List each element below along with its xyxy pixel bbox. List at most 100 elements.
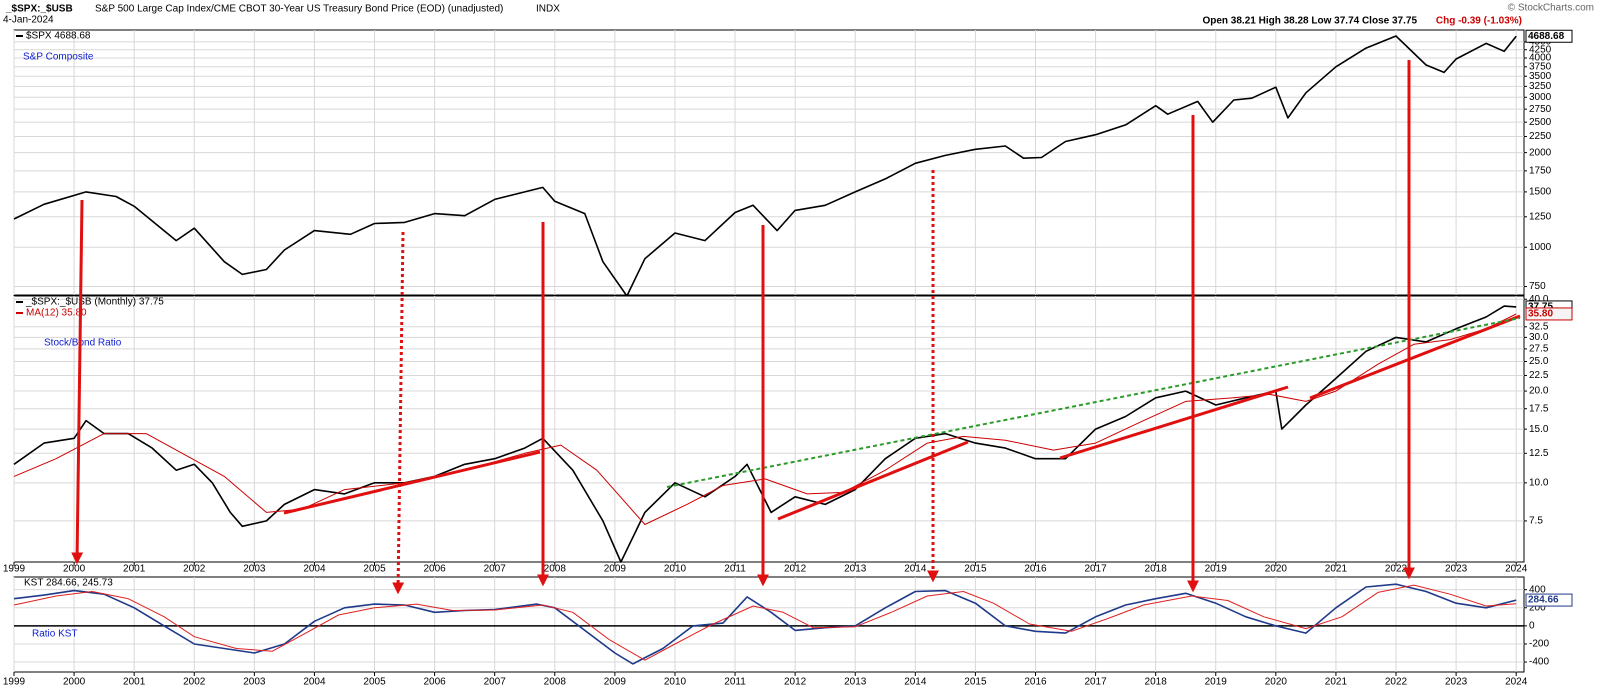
panel-frame bbox=[13, 576, 1525, 673]
x-tick-label: 2012 bbox=[784, 564, 807, 575]
x-tick-label: 2018 bbox=[1145, 677, 1168, 688]
legend-label: $SPX 4688.68 bbox=[26, 31, 91, 42]
header-change: Chg -0.39 (-1.03%) bbox=[1436, 16, 1522, 27]
y-tick-label: 2000 bbox=[1529, 147, 1552, 158]
y-tick-label: 3750 bbox=[1529, 61, 1552, 72]
x-tick-label: 2007 bbox=[484, 564, 507, 575]
x-tick-label: 2012 bbox=[784, 677, 807, 688]
x-tick-label: 1999 bbox=[3, 564, 26, 575]
series-line bbox=[13, 583, 1517, 665]
header-date: 4-Jan-2024 bbox=[3, 15, 54, 26]
series-line bbox=[13, 305, 1517, 563]
x-tick-label: 2003 bbox=[243, 564, 266, 575]
x-tick-label: 2008 bbox=[544, 677, 567, 688]
header-credit: © StockCharts.com bbox=[1508, 3, 1594, 14]
x-tick-label: 2007 bbox=[484, 677, 507, 688]
x-tick-label: 2014 bbox=[904, 564, 927, 575]
y-tick-label: 1500 bbox=[1529, 187, 1552, 198]
x-tick-label: 2005 bbox=[363, 677, 386, 688]
x-tick-label: 2015 bbox=[964, 564, 987, 575]
y-tick-label: 400 bbox=[1529, 584, 1546, 595]
y-tick-label: 12.5 bbox=[1529, 448, 1549, 459]
y-tick-label: -400 bbox=[1529, 657, 1549, 668]
y-tick-label: 750 bbox=[1529, 281, 1546, 292]
x-tick-label: 2001 bbox=[123, 677, 146, 688]
series-line bbox=[13, 584, 1517, 661]
y-tick-label: 7.5 bbox=[1529, 516, 1543, 527]
y-tick-label: 4250 bbox=[1529, 44, 1552, 55]
last-value-box bbox=[1525, 307, 1573, 321]
y-tick-label: 2750 bbox=[1529, 104, 1552, 115]
y-tick-label: 1000 bbox=[1529, 242, 1552, 253]
panel-frame bbox=[13, 29, 1525, 296]
x-tick-label: 2018 bbox=[1145, 564, 1168, 575]
header-symbol: _$SPX:_$USB bbox=[5, 4, 73, 15]
x-tick-label: 2019 bbox=[1205, 677, 1228, 688]
x-tick-label: 2016 bbox=[1024, 677, 1047, 688]
x-tick-label: 2002 bbox=[183, 564, 206, 575]
y-tick-label: -200 bbox=[1529, 639, 1549, 650]
x-tick-label: 2023 bbox=[1445, 677, 1468, 688]
x-tick-label: 2005 bbox=[363, 564, 386, 575]
x-tick-label: 2017 bbox=[1084, 677, 1107, 688]
x-tick-label: 2004 bbox=[303, 677, 326, 688]
x-tick-label: 2008 bbox=[544, 564, 567, 575]
x-tick-label: 2011 bbox=[724, 564, 746, 575]
y-tick-label: 200 bbox=[1529, 602, 1546, 613]
x-tick-label: 2010 bbox=[664, 677, 687, 688]
x-tick-label: 2021 bbox=[1325, 564, 1348, 575]
trend-line bbox=[1309, 314, 1521, 400]
x-tick-label: 2021 bbox=[1325, 677, 1348, 688]
last-value-box bbox=[1525, 29, 1573, 43]
y-tick-label: 0 bbox=[1529, 620, 1535, 631]
y-tick-label: 32.5 bbox=[1529, 321, 1549, 332]
x-tick-label: 2011 bbox=[724, 677, 746, 688]
last-value-label: 37.75 bbox=[1528, 302, 1553, 313]
x-tick-label: 2006 bbox=[423, 564, 446, 575]
y-tick-label: 4000 bbox=[1529, 53, 1552, 64]
last-value-label: 284.66 bbox=[1528, 595, 1559, 606]
x-tick-label: 2015 bbox=[964, 677, 987, 688]
x-tick-label: 2000 bbox=[63, 564, 86, 575]
last-value-box bbox=[1525, 593, 1573, 607]
annotations bbox=[71, 60, 1521, 595]
x-tick-label: 2020 bbox=[1265, 677, 1288, 688]
x-tick-label: 2020 bbox=[1265, 564, 1288, 575]
x-tick-label: 2024 bbox=[1505, 677, 1528, 688]
x-tick-label: 2004 bbox=[303, 564, 326, 575]
y-tick-label: 3000 bbox=[1529, 92, 1552, 103]
x-tick-label: 2016 bbox=[1024, 564, 1047, 575]
last-value-label: 35.80 bbox=[1528, 309, 1553, 320]
y-tick-label: 1250 bbox=[1529, 211, 1552, 222]
y-tick-label: 17.5 bbox=[1529, 403, 1549, 414]
x-tick-label: 2013 bbox=[844, 564, 867, 575]
panel-title: Stock/Bond Ratio bbox=[44, 338, 122, 349]
last-value-label: 4688.68 bbox=[1528, 31, 1565, 42]
legend-label: _$SPX:_$USB (Monthly) 37.75 bbox=[25, 297, 164, 308]
x-tick-label: 2023 bbox=[1445, 564, 1468, 575]
series-line bbox=[13, 35, 1517, 297]
x-tick-label: 1999 bbox=[3, 677, 26, 688]
y-tick-label: 10.0 bbox=[1529, 477, 1549, 488]
y-tick-label: 40.0 bbox=[1529, 294, 1549, 305]
x-tick-label: 2022 bbox=[1385, 564, 1408, 575]
trend-line bbox=[777, 440, 969, 521]
y-tick-label: 30.0 bbox=[1529, 332, 1549, 343]
y-tick-label: 2500 bbox=[1529, 117, 1552, 128]
panel-title: Ratio KST bbox=[32, 629, 78, 640]
x-tick-label: 2000 bbox=[63, 677, 86, 688]
trend-line-dashed bbox=[666, 317, 1521, 488]
panel-title: S&P Composite bbox=[23, 52, 94, 63]
x-tick-label: 2009 bbox=[604, 677, 627, 688]
arrow bbox=[392, 231, 405, 595]
y-tick-label: 1750 bbox=[1529, 166, 1552, 177]
y-tick-label: 22.5 bbox=[1529, 370, 1549, 381]
x-tick-label: 2001 bbox=[123, 564, 146, 575]
x-tick-label: 2002 bbox=[183, 677, 206, 688]
trend-line bbox=[1059, 385, 1289, 460]
y-tick-label: 3500 bbox=[1529, 71, 1552, 82]
x-tick-label: 2017 bbox=[1084, 564, 1107, 575]
x-tick-label: 2009 bbox=[604, 564, 627, 575]
trend-line bbox=[283, 450, 541, 515]
